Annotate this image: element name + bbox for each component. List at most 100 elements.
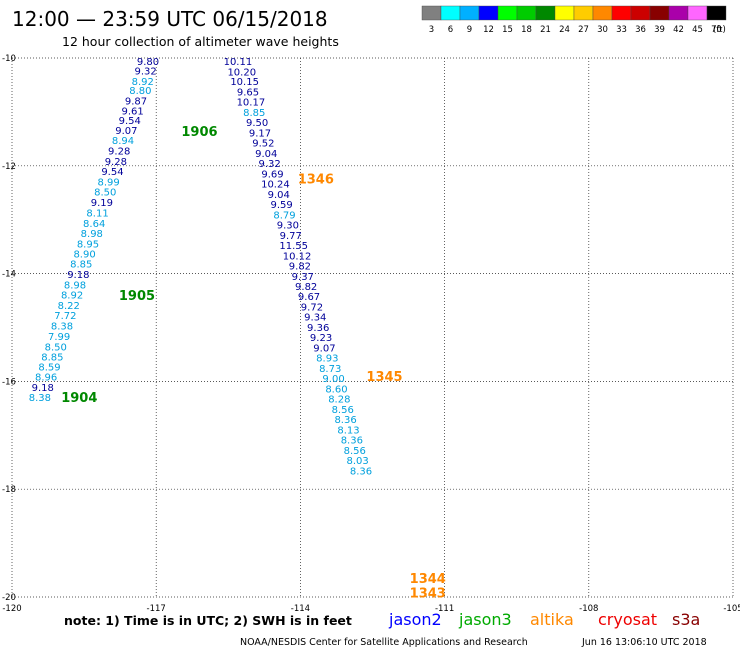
wave-height-value: 8.94: [112, 136, 134, 147]
longitude-tick-label: -120: [2, 604, 21, 614]
wave-height-value: 11.55: [279, 241, 308, 252]
color-scale-label: 18: [521, 25, 532, 35]
pass-time-label: 1344: [410, 572, 446, 587]
wave-height-value: 8.95: [77, 239, 99, 250]
wave-height-value: 9.72: [301, 302, 323, 313]
wave-height-value: 8.98: [81, 229, 103, 240]
wave-height-value: 8.50: [45, 342, 67, 353]
color-scale-label: 12: [483, 25, 494, 35]
wave-height-value: 9.59: [271, 200, 293, 211]
wave-height-value: 9.04: [268, 190, 290, 201]
longitude-tick-label: -117: [147, 604, 166, 614]
wave-height-value: 8.38: [29, 393, 51, 404]
color-scale-label: 30: [597, 25, 608, 35]
color-scale-swatch: [706, 5, 727, 21]
wave-height-value: 9.30: [277, 221, 299, 232]
color-scale-label: 39: [654, 25, 665, 35]
wave-height-value: 7.99: [48, 332, 70, 343]
color-scale-swatch: [573, 5, 594, 21]
color-scale-label: 21: [540, 25, 551, 35]
wave-height-value: 9.17: [249, 128, 271, 139]
color-scale-swatch: [497, 5, 518, 21]
pass-time-label: 1904: [61, 391, 97, 406]
color-scale-label: 70: [711, 25, 722, 35]
wave-height-value: 8.13: [337, 425, 359, 436]
wave-height-value: 9.00: [322, 374, 344, 385]
color-scale-swatch: [459, 5, 480, 21]
wave-height-value: 8.38: [51, 321, 73, 332]
wave-height-value: 9.34: [304, 313, 326, 324]
pass-time-label: 1906: [181, 125, 217, 140]
latitude-tick-label: -16: [2, 377, 16, 387]
legend-entry-cryosat: cryosat: [598, 610, 657, 629]
longitude-tick-label: -111: [435, 604, 454, 614]
wave-height-value: 8.92: [61, 291, 83, 302]
wave-height-value: 9.18: [67, 270, 89, 281]
color-scale-label: 15: [502, 25, 513, 35]
legend-entry-jason2: jason2: [388, 610, 442, 629]
satellite-legend: jason2 jason3 altika cryosat s3a: [388, 610, 700, 629]
color-scale-label: 36: [635, 25, 646, 35]
footer-note: note: 1) Time is in UTC; 2) SWH is in fe…: [64, 613, 352, 628]
pass-time-label: 1905: [119, 289, 155, 304]
wave-height-value: 9.87: [125, 97, 147, 108]
wave-height-value: 8.11: [86, 209, 108, 220]
color-scale-label: 24: [559, 25, 570, 35]
wave-height-value: 8.92: [132, 77, 154, 88]
wave-height-value: 8.98: [64, 280, 86, 291]
footer-credit: NOAA/NESDIS Center for Satellite Applica…: [240, 637, 528, 648]
map-grid: [11, 57, 734, 598]
color-scale-label: 3: [429, 25, 434, 35]
wave-height-value: 9.19: [91, 198, 113, 209]
wave-height-value: 9.52: [252, 139, 274, 150]
color-scale-label: 9: [467, 25, 472, 35]
footer-timestamp: Jun 16 13:06:10 UTC 2018: [581, 637, 707, 648]
wave-height-value: 9.07: [313, 343, 335, 354]
legend-entry-jason3: jason3: [458, 610, 512, 629]
latitude-tick-label: -12: [2, 162, 16, 172]
wave-height-value: 10.24: [261, 180, 290, 191]
wave-height-value: 8.28: [328, 395, 350, 406]
color-scale-swatch: [668, 5, 689, 21]
wave-height-value: 9.67: [298, 292, 320, 303]
color-scale-labels: 3 6 9 12 15 18 21 24 27 30 33 36 39 42 45 70: [429, 25, 722, 35]
pass-time-label: 1346: [298, 173, 334, 188]
wave-height-value: 9.32: [134, 66, 156, 77]
wave-height-value: 8.90: [73, 250, 95, 261]
wave-height-value: 8.56: [344, 446, 366, 457]
color-scale-swatch: [649, 5, 670, 21]
color-scale-swatch: [630, 5, 651, 21]
color-scale-unit: (ft): [713, 25, 726, 35]
color-scale-label: 33: [616, 25, 627, 35]
color-scale-swatch: [554, 5, 575, 21]
wave-height-value: 8.85: [41, 353, 63, 364]
wave-height-value: 9.04: [255, 149, 277, 160]
latitude-tick-labels: -10 -12 -14 -16 -18 -20: [2, 54, 16, 603]
wave-height-value: 8.36: [350, 466, 372, 477]
wave-height-value: 8.93: [316, 354, 338, 365]
wave-height-value: 9.77: [280, 231, 302, 242]
color-scale-swatch: [687, 5, 708, 21]
wave-height-value: 10.15: [230, 77, 259, 88]
wave-height-value: 9.65: [237, 87, 259, 98]
color-scale-label: 45: [692, 25, 703, 35]
wave-height-value: 8.99: [97, 177, 119, 188]
legend-entry-altika: altika: [530, 610, 574, 629]
wave-height-value: 8.59: [38, 362, 60, 373]
wave-height-value: 9.37: [292, 272, 314, 283]
wave-height-value: 8.96: [35, 373, 57, 384]
wave-height-value: 9.36: [307, 323, 329, 334]
pass-time-label: 1345: [366, 370, 402, 385]
wave-height-value: 9.61: [122, 106, 144, 117]
longitude-tick-label: -108: [579, 604, 598, 614]
color-scale: 3 6 9 12 15 18 21 24 27 30 33 36 39 42 45 70 (ft): [421, 5, 727, 35]
latitude-tick-label: -14: [2, 270, 16, 280]
wave-height-value: 8.60: [325, 384, 347, 395]
color-scale-swatch: [478, 5, 499, 21]
wave-height-value: 9.07: [115, 126, 137, 137]
color-scale-swatch: [535, 5, 556, 21]
wave-height-value: 9.82: [289, 262, 311, 273]
wave-height-value: 8.73: [319, 364, 341, 375]
wave-height-value: 10.12: [283, 251, 312, 262]
